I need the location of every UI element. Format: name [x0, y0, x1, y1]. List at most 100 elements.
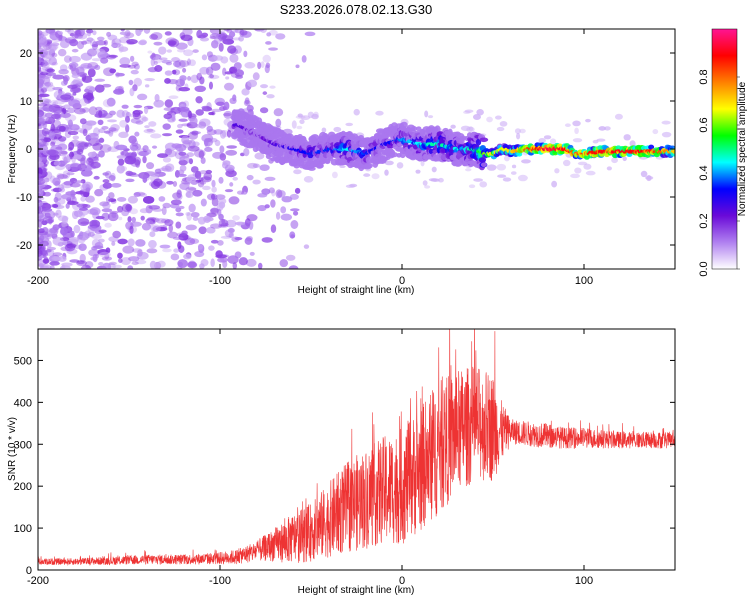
- spectrogram-noise-blob: [64, 29, 71, 33]
- spectrogram-noise-blob: [54, 180, 61, 187]
- spectrogram-noise-blob: [39, 235, 45, 241]
- spectrogram-noise-blob: [48, 57, 58, 66]
- spectrogram-noise-blob: [208, 111, 215, 116]
- spectrogram-noise-blob: [208, 245, 215, 251]
- spectrogram-noise-blob: [173, 60, 182, 68]
- spectrogram-noise-blob: [60, 94, 72, 100]
- spectrogram-noise-blob: [52, 107, 65, 114]
- spectrogram-noise-blob: [38, 47, 44, 53]
- colorbar-tick-label: 0.8: [698, 69, 710, 84]
- spectrogram-noise-blob: [223, 112, 232, 117]
- y-tick-label: 20: [20, 48, 32, 60]
- spectrogram-noise-blob: [57, 48, 67, 57]
- spectrogram-noise-blob: [149, 260, 157, 269]
- spectrogram-noise-blob: [170, 106, 182, 114]
- spectrogram-noise-blob: [163, 107, 175, 112]
- spectrogram-noise-blob: [164, 99, 174, 108]
- spectrogram-noise-blob: [98, 238, 105, 243]
- spectrogram-noise-blob: [40, 245, 45, 250]
- spectrogram-noise-blob: [72, 135, 80, 140]
- spectrogram-noise-blob: [304, 31, 316, 37]
- spectrogram-noise-blob: [293, 169, 302, 175]
- spectrogram-noise-blob: [229, 182, 234, 187]
- spectrogram-noise-blob: [68, 99, 81, 107]
- spectrogram-noise-blob: [58, 255, 67, 262]
- spectrogram-noise-blob: [53, 160, 61, 167]
- spectrogram-noise-blob: [104, 170, 112, 179]
- spectrogram-noise-blob: [178, 86, 191, 92]
- spectrogram-noise-blob: [596, 138, 606, 142]
- spectrogram-noise-blob: [40, 87, 48, 93]
- spectrogram-noise-blob: [43, 177, 50, 183]
- spectrogram-noise-blob: [38, 66, 42, 73]
- spectrogram-noise-blob: [61, 220, 68, 228]
- spectrogram-noise-blob: [178, 159, 188, 166]
- spectrogram-noise-blob: [152, 208, 163, 212]
- spectrogram-noise-blob: [143, 128, 156, 134]
- spectrogram-noise-blob: [137, 249, 143, 257]
- spectrogram-noise-blob: [206, 102, 212, 111]
- spectrogram-noise-blob: [133, 104, 143, 109]
- spectrogram-noise-blob: [285, 254, 296, 261]
- spectrogram-noise-blob: [162, 133, 173, 137]
- spectrogram-ridge-cell: [363, 163, 372, 170]
- spectrogram-noise-blob: [166, 180, 174, 185]
- spectrogram-noise-blob: [131, 261, 139, 266]
- spectrogram-noise-blob: [396, 162, 404, 169]
- spectrogram-noise-blob: [238, 35, 244, 42]
- spectrogram-noise-blob: [85, 85, 96, 94]
- spectrogram-noise-blob: [252, 163, 260, 168]
- spectrogram-noise-blob: [48, 216, 53, 225]
- spectrogram-noise-blob: [275, 189, 283, 199]
- spectrogram-noise-blob: [168, 95, 179, 100]
- spectrogram-noise-blob: [181, 135, 190, 145]
- spectrogram-noise-blob: [502, 177, 512, 182]
- spectrogram-noise-blob: [74, 107, 86, 115]
- spectrogram-noise-blob: [186, 176, 192, 183]
- spectrogram-noise-blob: [223, 101, 230, 111]
- spectrogram-noise-blob: [118, 258, 123, 263]
- spectrogram-noise-blob: [606, 166, 612, 171]
- spectrogram-ridge-cell: [648, 144, 655, 150]
- spectrogram-noise-blob: [78, 204, 83, 209]
- spectrogram-noise-blob: [167, 231, 179, 239]
- spectrogram-noise-blob: [118, 131, 129, 139]
- spectrogram-noise-blob: [53, 196, 59, 203]
- spectrogram-noise-blob: [271, 189, 276, 197]
- spectrogram-noise-blob: [210, 223, 222, 229]
- spectrogram-noise-blob: [225, 76, 230, 80]
- spectrogram-noise-blob: [188, 158, 194, 165]
- spectrogram-noise-blob: [116, 155, 127, 159]
- spectrogram-noise-blob: [218, 176, 224, 184]
- spectrogram-ridge-cell: [411, 126, 418, 132]
- spectrogram-noise-blob: [113, 88, 125, 95]
- spectrogram-noise-blob: [150, 133, 162, 139]
- spectrogram-noise-blob: [219, 145, 225, 154]
- spectrogram-noise-blob: [85, 29, 94, 34]
- spectrogram-noise-blob: [38, 177, 46, 186]
- spectrogram-noise-blob: [234, 69, 245, 77]
- spectrogram-noise-blob: [138, 40, 147, 46]
- spectrogram-noise-blob: [517, 174, 528, 182]
- spectrogram-noise-blob: [126, 39, 138, 45]
- spectrogram-noise-blob: [143, 106, 149, 114]
- spectrogram-noise-blob: [108, 236, 119, 242]
- spectrogram-noise-blob: [307, 111, 314, 119]
- spectrogram-noise-blob: [176, 190, 183, 198]
- spectrogram-noise-blob: [71, 156, 76, 164]
- spectrogram-noise-blob: [153, 60, 158, 66]
- spectrogram-noise-blob: [181, 111, 188, 118]
- spectrogram-noise-blob: [175, 79, 185, 87]
- spectrogram-noise-blob: [51, 113, 61, 119]
- spectrogram-noise-blob: [78, 212, 85, 219]
- spectrogram-noise-blob: [301, 55, 307, 63]
- spectrogram-noise-blob: [44, 230, 53, 240]
- spectrogram-ridge-cell: [316, 163, 323, 169]
- spectrogram-noise-blob: [38, 138, 47, 147]
- spectrogram-noise-blob: [61, 193, 73, 200]
- spectrogram-noise-blob: [112, 264, 122, 269]
- spectrogram-noise-blob: [211, 179, 216, 188]
- spectrogram-noise-blob: [59, 64, 68, 72]
- spectrogram-noise-blob: [151, 145, 158, 149]
- spectrogram-noise-blob: [583, 163, 592, 170]
